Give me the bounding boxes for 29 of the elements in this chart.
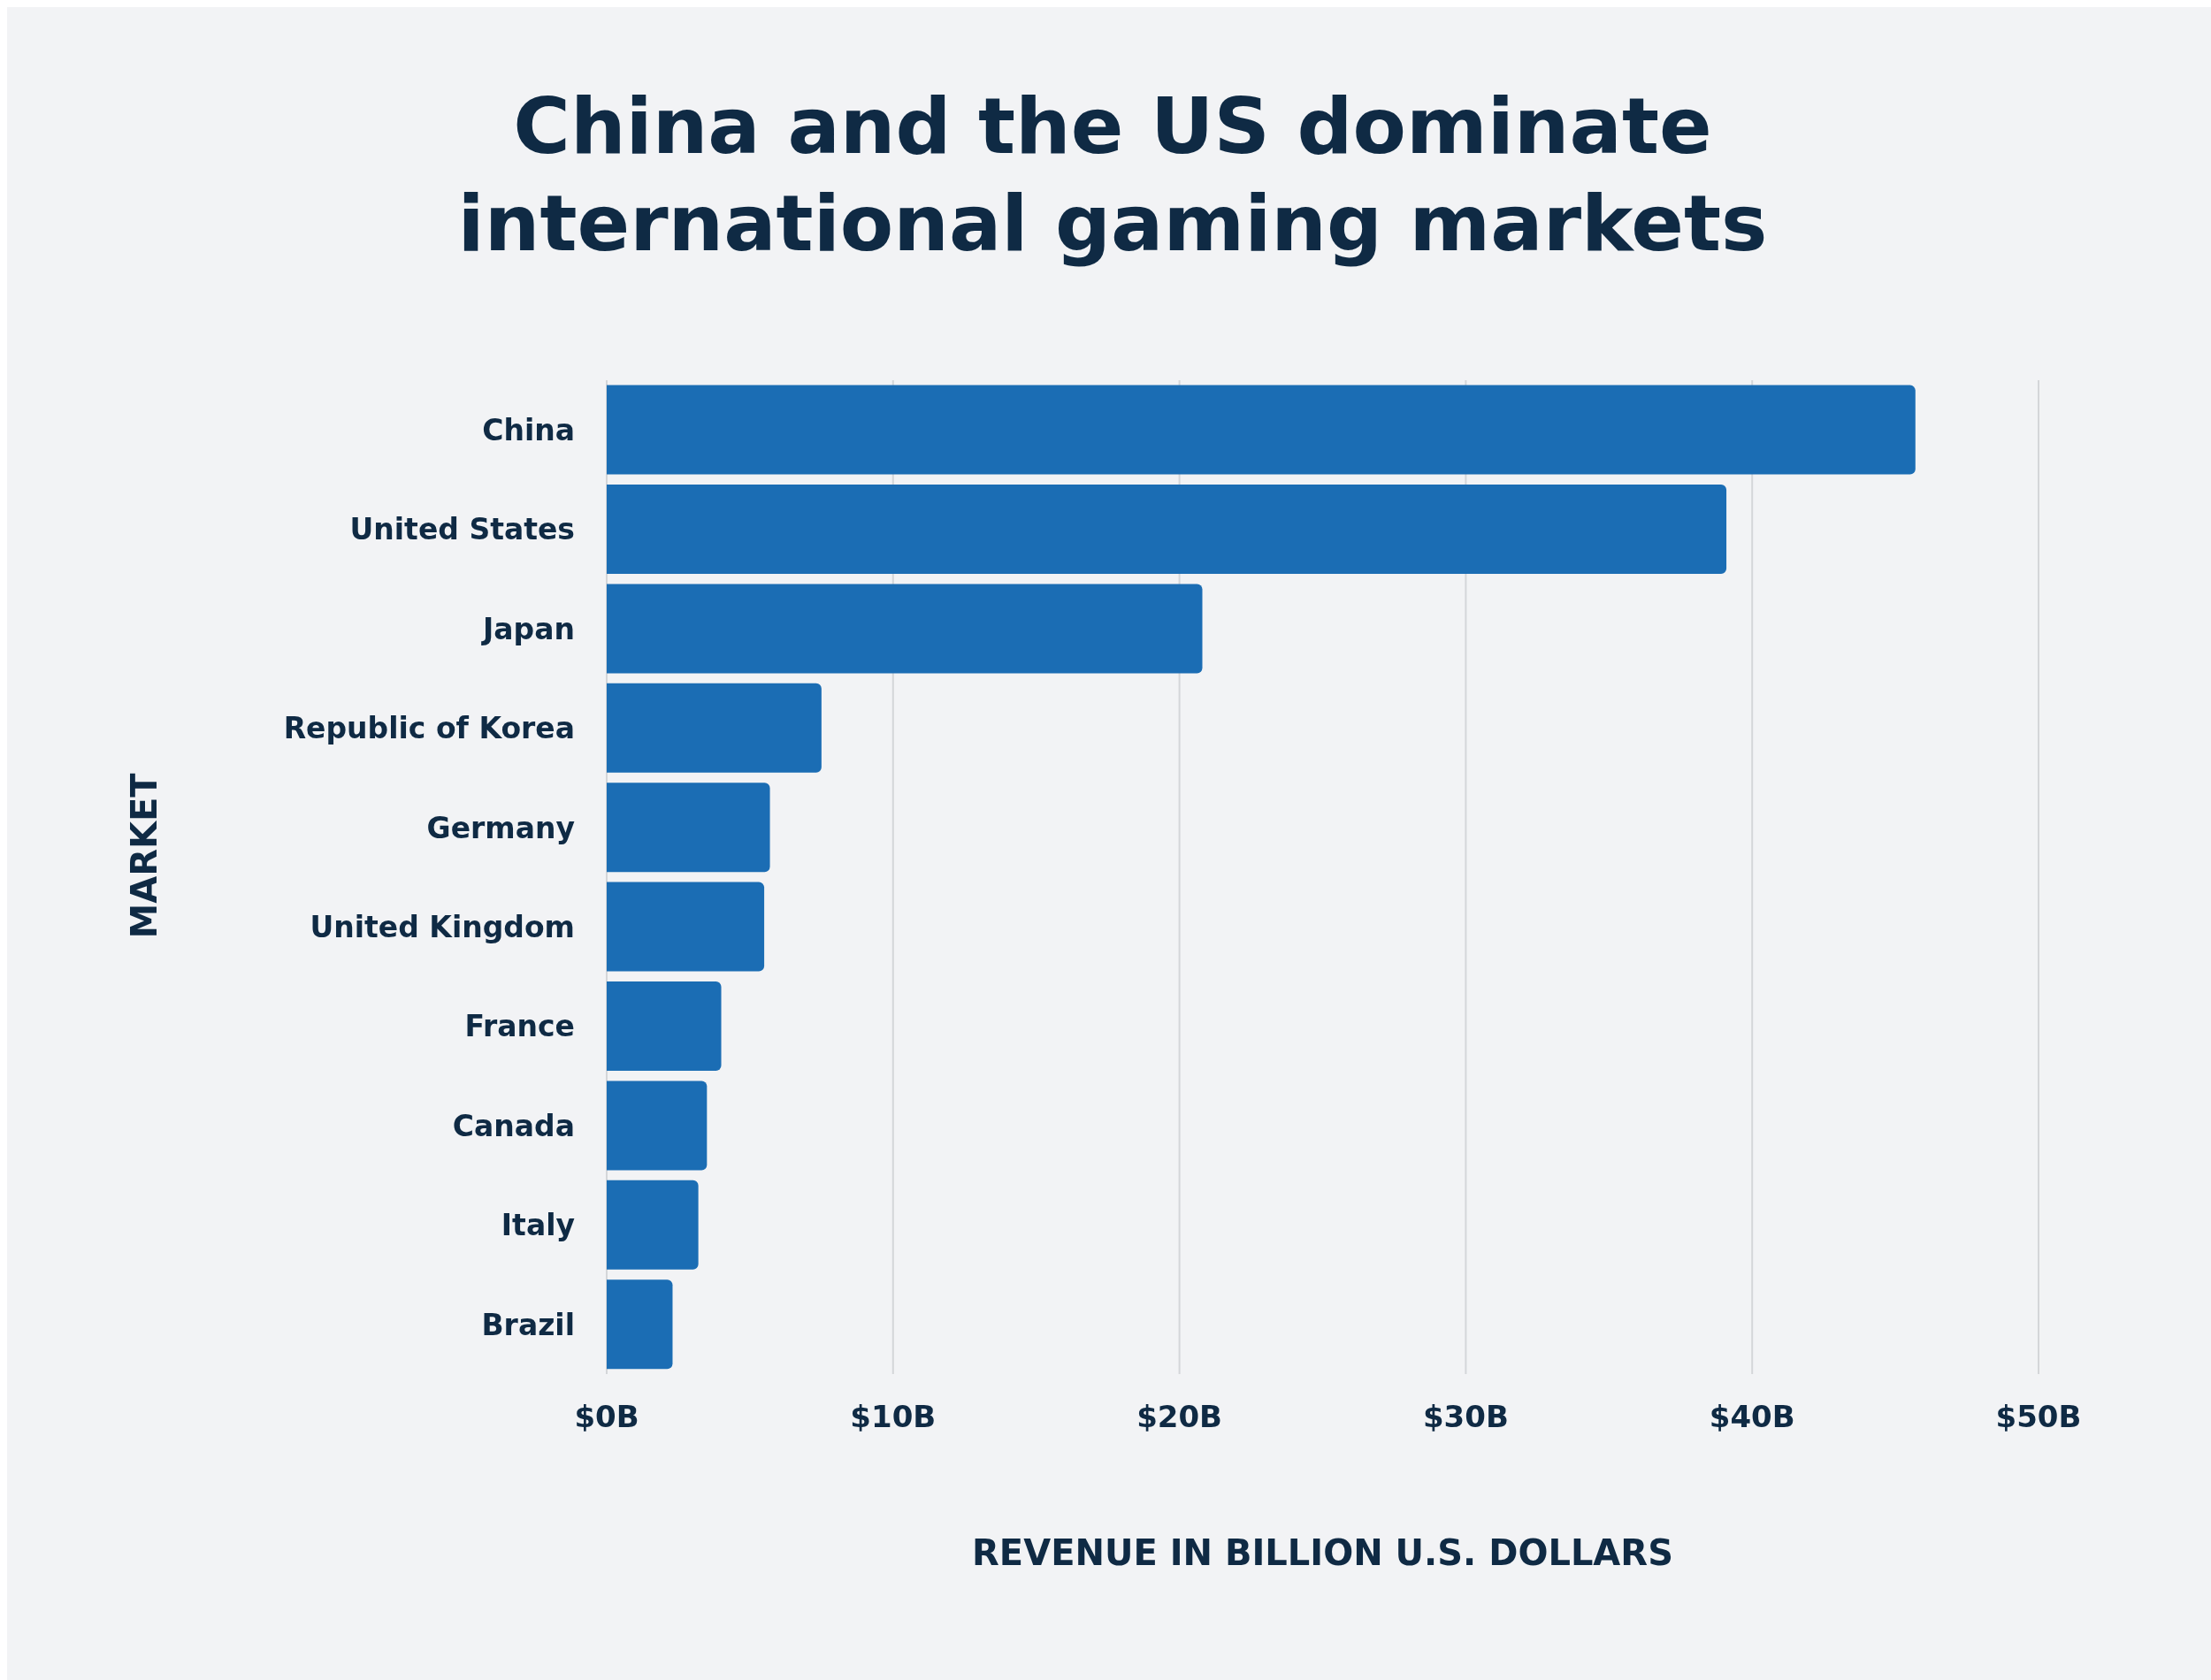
y-tick-label: Germany	[426, 810, 575, 845]
x-tick-label: $50B	[1995, 1399, 2082, 1435]
x-axis-title: REVENUE IN BILLION U.S. DOLLARS	[971, 1532, 1674, 1573]
bar	[607, 385, 1916, 475]
bar	[607, 485, 1727, 575]
bar	[607, 1279, 673, 1370]
y-tick-label: China	[482, 412, 575, 447]
bar	[607, 683, 822, 773]
bar	[607, 882, 765, 972]
y-tick-label: France	[464, 1009, 575, 1044]
y-tick-label: Republic of Korea	[283, 711, 575, 746]
x-tick-label: $20B	[1136, 1399, 1223, 1435]
x-tick-label: $30B	[1422, 1399, 1509, 1435]
y-tick-label: Brazil	[481, 1307, 575, 1342]
y-tick-label: Canada	[452, 1108, 575, 1143]
y-tick-label: United Kingdom	[310, 909, 575, 944]
bar	[607, 981, 722, 1072]
y-tick-label: Italy	[501, 1208, 575, 1243]
x-tick-label: $10B	[850, 1399, 937, 1435]
y-axis-title: MARKET	[124, 773, 164, 939]
y-tick-label: Japan	[481, 611, 575, 646]
bar	[607, 783, 770, 873]
bar	[607, 1081, 708, 1171]
x-tick-label: $0B	[574, 1399, 639, 1435]
bar	[607, 1180, 699, 1270]
y-tick-label: United States	[349, 512, 575, 547]
chart-title: China and the US dominate international gaming markets	[456, 80, 1769, 271]
x-tick-label: $40B	[1709, 1399, 1795, 1435]
bar	[607, 584, 1203, 674]
